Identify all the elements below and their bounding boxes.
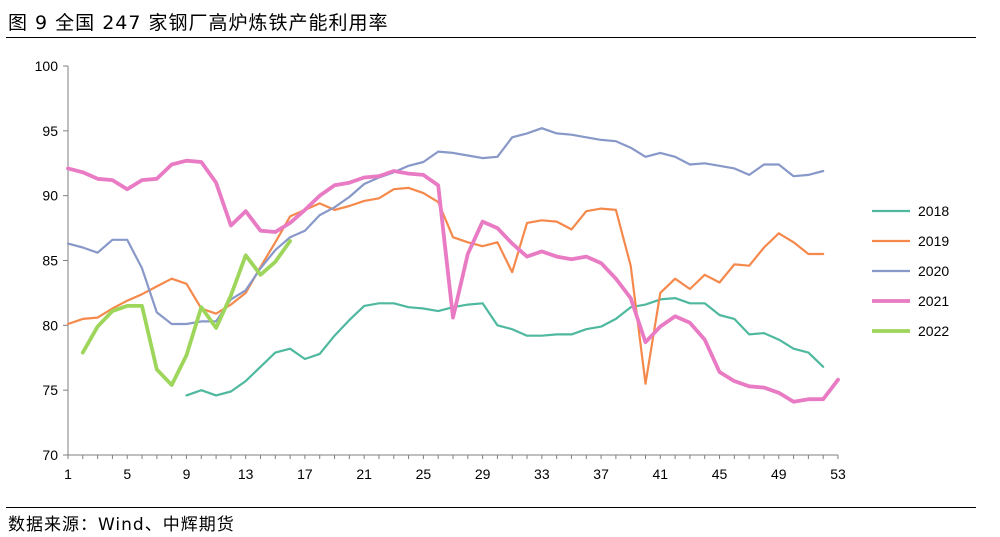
legend-label-2022: 2022	[918, 323, 949, 339]
x-tick-label: 41	[653, 466, 669, 482]
y-tick-label: 75	[42, 382, 58, 398]
y-tick-label: 90	[42, 188, 58, 204]
chart-legend: 2018 2019 2020 2021 2022	[872, 203, 949, 339]
y-tick-label: 85	[42, 253, 58, 269]
y-tick-label: 100	[35, 58, 59, 74]
x-tick-label: 13	[238, 466, 254, 482]
legend-label-2020: 2020	[918, 263, 949, 279]
x-tick-label: 49	[771, 466, 787, 482]
data-source: 数据来源：Wind、中辉期货	[8, 515, 235, 535]
source-divider	[6, 507, 976, 508]
x-tick-label: 1	[64, 466, 72, 482]
chart-axes: 70 75 80 85 90 95 100 1 5 9 13 17 21 25 29 33 37 41 45 49 53	[35, 58, 846, 482]
series-layer	[66, 127, 840, 404]
series-line-2019	[66, 186, 825, 385]
x-tick-label: 33	[534, 466, 550, 482]
figure-title: 图 9 全国 247 家钢厂高炉炼铁产能利用率	[8, 12, 389, 34]
x-tick-label: 53	[830, 466, 846, 482]
title-divider	[6, 37, 976, 38]
x-tick-label: 17	[297, 466, 313, 482]
legend-label-2019: 2019	[918, 233, 949, 249]
x-tick-label: 21	[356, 466, 372, 482]
x-tick-label: 37	[593, 466, 609, 482]
series-line-2018	[185, 297, 825, 397]
legend-label-2018: 2018	[918, 203, 949, 219]
x-tick-label: 5	[123, 466, 131, 482]
x-tick-label: 45	[712, 466, 728, 482]
x-tick-label: 25	[416, 466, 432, 482]
y-tick-label: 70	[42, 447, 58, 463]
series-line-2022	[80, 239, 292, 387]
y-tick-label: 80	[42, 317, 58, 333]
series-line-2020	[66, 127, 825, 326]
legend-label-2021: 2021	[918, 293, 949, 309]
y-tick-label: 95	[42, 123, 58, 139]
x-tick-label: 29	[475, 466, 491, 482]
x-tick-label: 9	[183, 466, 191, 482]
series-line-2021	[66, 158, 840, 404]
